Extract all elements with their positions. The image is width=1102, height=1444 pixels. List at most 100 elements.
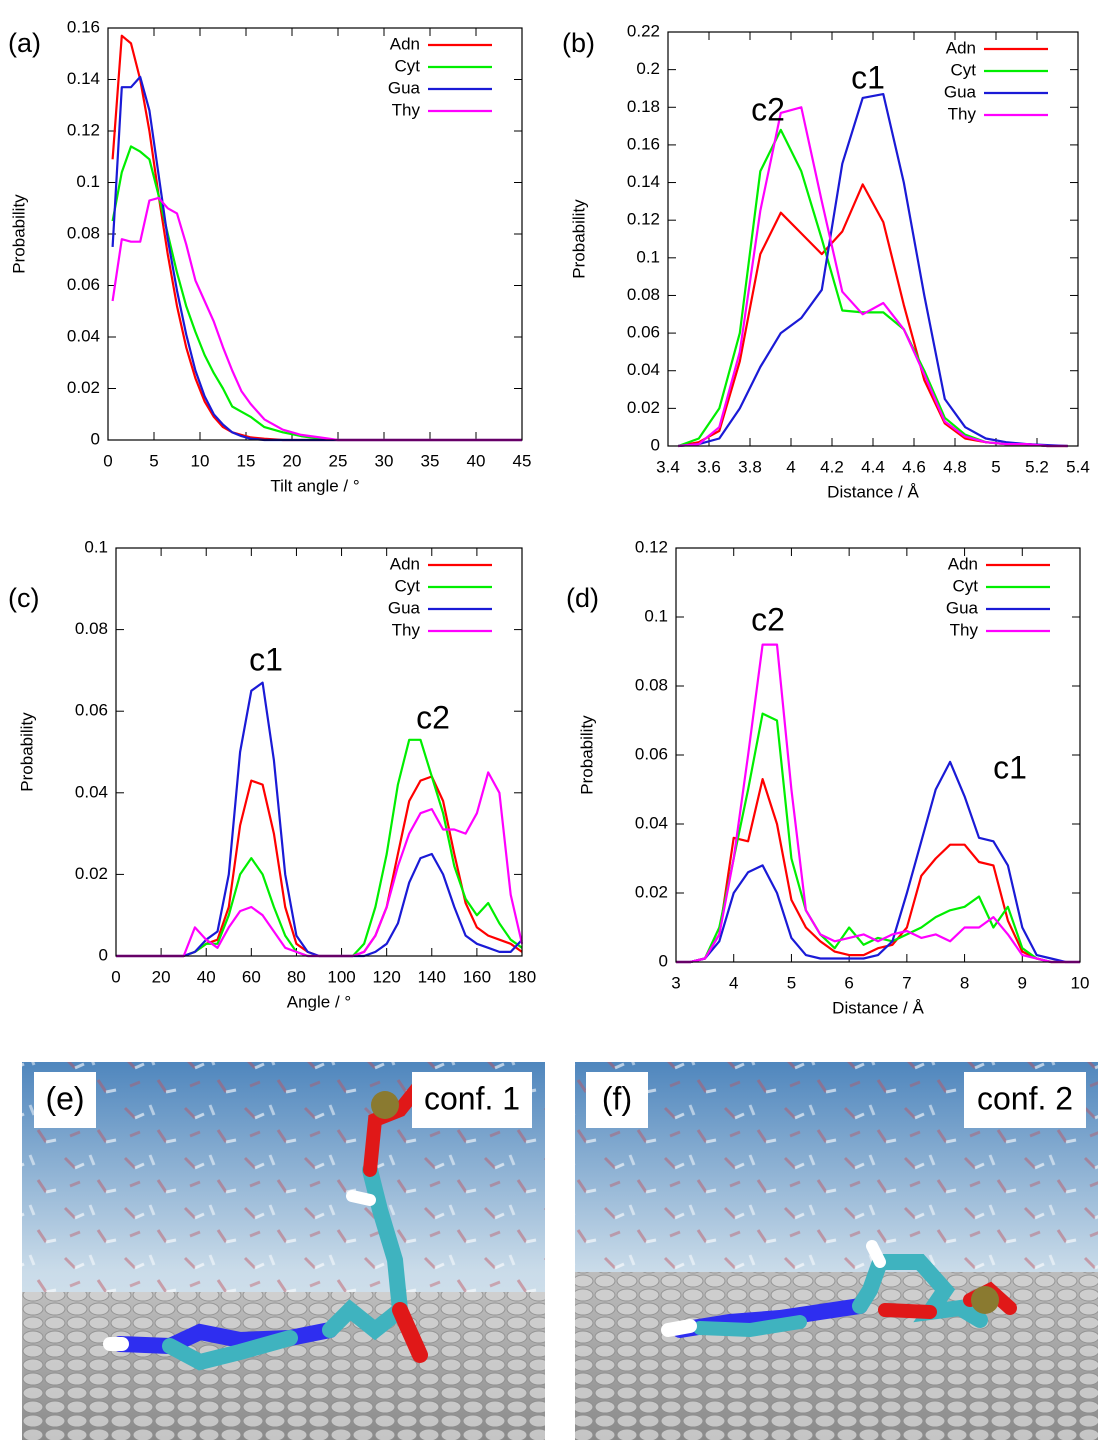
legend-label: Gua <box>944 82 977 101</box>
plot-frame <box>115 547 523 957</box>
series-line <box>676 760 1080 964</box>
y-axis-label: Probability <box>17 712 36 792</box>
series-line <box>677 128 1068 448</box>
legend-label: Thy <box>392 100 421 119</box>
x-tick-label: 10 <box>191 451 210 470</box>
panel-label: (d) <box>566 583 599 613</box>
y-tick-label: 0.1 <box>644 606 668 625</box>
x-tick-label: 3.6 <box>697 457 721 476</box>
x-axis-label: Tilt angle / ° <box>270 476 359 495</box>
y-tick-label: 0.08 <box>627 285 660 304</box>
series-line <box>676 643 1080 964</box>
legend-label: Thy <box>392 620 421 639</box>
x-tick-label: 40 <box>197 967 216 986</box>
x-tick-label: 180 <box>508 967 536 986</box>
series-line <box>116 771 524 958</box>
x-tick-label: 3.8 <box>738 457 762 476</box>
chart: 0 0.02 0.04 0.06 0.08 0.1 0 20 40 60 80 100 120 140 16… <box>8 537 536 1011</box>
annotation: c1 <box>993 749 1027 785</box>
x-tick-label: 80 <box>287 967 306 986</box>
x-tick-label: 5.4 <box>1066 457 1090 476</box>
legend-label: Adn <box>390 34 420 53</box>
molecule <box>103 1078 428 1371</box>
legend-label: Thy <box>948 104 977 123</box>
y-tick-label: 0.06 <box>67 275 100 294</box>
plot-frame <box>675 547 1081 963</box>
x-tick-label: 45 <box>513 451 532 470</box>
legend-label: Gua <box>388 598 421 617</box>
legend-label: Thy <box>950 620 979 639</box>
y-tick-label: 0.1 <box>84 537 108 556</box>
panel-label: (a) <box>8 28 41 58</box>
y-axis-label: Probability <box>9 194 28 274</box>
y-tick-label: 0.02 <box>75 864 108 883</box>
plot-frame <box>107 27 523 441</box>
x-tick-label: 8 <box>960 973 969 992</box>
series-line <box>116 681 523 958</box>
x-tick-label: 40 <box>467 451 486 470</box>
y-tick-label: 0.22 <box>627 21 660 40</box>
x-tick-label: 4.6 <box>902 457 926 476</box>
x-tick-label: 5 <box>149 451 158 470</box>
annotation: c1 <box>851 59 885 95</box>
y-axis-label: Probability <box>569 199 588 279</box>
y-tick-label: 0.04 <box>75 782 108 801</box>
x-tick-label: 0 <box>103 451 112 470</box>
x-tick-label: 20 <box>152 967 171 986</box>
panel-label: (b) <box>562 28 595 58</box>
y-tick-label: 0.12 <box>627 210 660 229</box>
y-tick-label: 0.18 <box>627 97 660 116</box>
plot-frame <box>667 31 1079 447</box>
image-caption: conf. 2 <box>977 1080 1073 1116</box>
legend-label: Adn <box>390 554 420 573</box>
x-tick-label: 4.4 <box>861 457 885 476</box>
legend-label: Cyt <box>951 60 977 79</box>
image-panel-e: (e) conf. 1 <box>22 1062 545 1440</box>
series-line <box>678 92 1068 448</box>
annotation: c2 <box>416 699 450 735</box>
x-tick-label: 3.4 <box>656 457 680 476</box>
x-tick-label: 9 <box>1018 973 1027 992</box>
y-tick-label: 0.06 <box>635 744 668 763</box>
y-tick-label: 0.06 <box>627 323 660 342</box>
chart: 0 0.02 0.04 0.06 0.08 0.1 0.12 0.14 0.16 0.18 0.2 0… <box>562 21 1090 501</box>
x-axis-label: Distance / Å <box>832 998 924 1017</box>
y-tick-label: 0.08 <box>67 223 100 242</box>
legend-label: Adn <box>948 554 978 573</box>
y-tick-label: 0.16 <box>67 17 100 36</box>
y-tick-label: 0 <box>659 951 668 970</box>
x-tick-label: 5 <box>991 457 1000 476</box>
y-tick-label: 0.02 <box>627 398 660 417</box>
x-axis-label: Angle / ° <box>287 992 351 1011</box>
panel-label: (c) <box>8 583 39 613</box>
legend-label: Adn <box>946 38 976 57</box>
annotation: c1 <box>249 641 283 677</box>
x-tick-label: 3 <box>671 973 680 992</box>
x-tick-label: 20 <box>283 451 302 470</box>
image-panel-f: (f) conf. 2 <box>575 1062 1098 1440</box>
y-axis-label: Probability <box>577 715 596 795</box>
y-tick-label: 0.04 <box>627 360 660 379</box>
x-tick-label: 120 <box>372 967 400 986</box>
y-tick-label: 0.04 <box>67 326 100 345</box>
x-tick-label: 60 <box>242 967 261 986</box>
legend-label: Gua <box>946 598 979 617</box>
molecule <box>661 1240 1017 1338</box>
image-label: (e) <box>45 1080 84 1116</box>
annotation: c2 <box>751 601 785 637</box>
legend-label: Cyt <box>395 56 421 75</box>
chart: 0 0.02 0.04 0.06 0.08 0.1 0.12 0.14 0.16 0 5 10 15 20… <box>8 17 531 495</box>
x-tick-label: 7 <box>902 973 911 992</box>
series-line <box>111 34 522 442</box>
series-line <box>676 712 1080 964</box>
x-axis-label: Distance / Å <box>827 482 919 501</box>
legend-label: Cyt <box>953 576 979 595</box>
y-tick-label: 0.02 <box>67 378 100 397</box>
y-tick-label: 0.02 <box>635 882 668 901</box>
y-tick-label: 0.12 <box>67 120 100 139</box>
y-tick-label: 0 <box>91 429 100 448</box>
annotation: c2 <box>751 91 785 127</box>
y-tick-label: 0.08 <box>635 675 668 694</box>
x-tick-label: 140 <box>418 967 446 986</box>
